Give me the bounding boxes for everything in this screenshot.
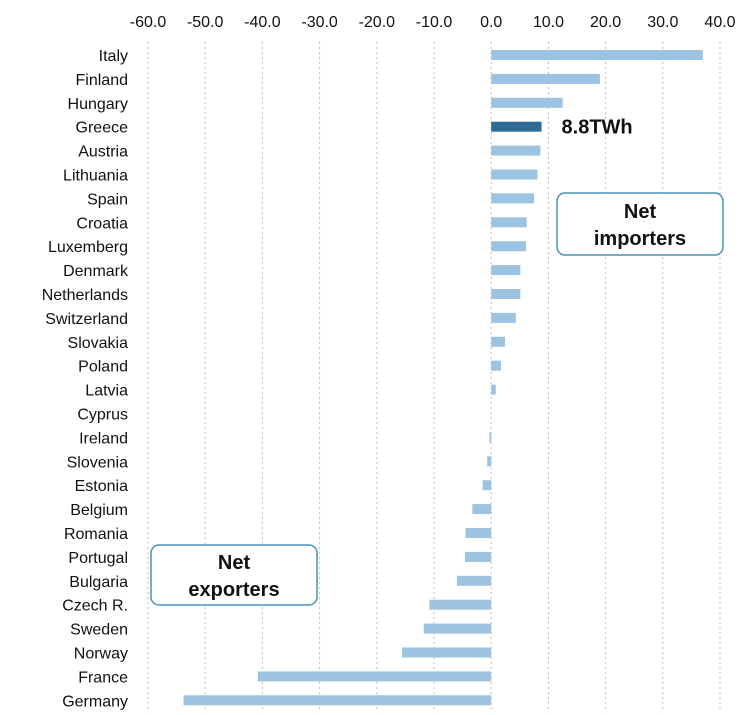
category-label: Poland	[78, 359, 128, 376]
greece-value-label: 8.8TWh	[562, 117, 633, 139]
bar-denmark	[491, 265, 521, 276]
category-label: Portugal	[68, 550, 128, 567]
category-label: Cyprus	[77, 407, 128, 424]
category-label: Bulgaria	[69, 574, 128, 591]
category-label: Belgium	[70, 502, 128, 519]
category-label: Denmark	[63, 263, 129, 280]
net-importers-line2: importers	[594, 228, 686, 250]
bar-ireland	[489, 432, 492, 443]
x-tick-label: -60.0	[130, 14, 167, 31]
category-labels: Italy Finland Hungary Greece Austria Lithuani…	[42, 48, 129, 710]
bar-luxemberg	[491, 241, 527, 252]
category-label: Slovakia	[68, 335, 129, 352]
category-label: Romania	[64, 526, 128, 543]
category-label: Latvia	[85, 383, 128, 400]
net-importers-box	[556, 192, 724, 256]
x-tick-label: 40.0	[704, 14, 735, 31]
bar-finland	[491, 73, 600, 84]
x-tick-label: -40.0	[244, 14, 281, 31]
bar-germany	[183, 695, 492, 706]
category-label: Czech R.	[62, 598, 128, 615]
category-label: Norway	[74, 646, 128, 663]
bar-belgium	[472, 504, 492, 515]
category-label: Lithuania	[63, 168, 128, 185]
category-label: Sweden	[70, 622, 128, 639]
bar-austria	[491, 145, 541, 156]
category-label: Austria	[78, 144, 128, 161]
bar-slovakia	[491, 336, 505, 347]
x-tick-label: 0.0	[480, 14, 502, 31]
category-label: Germany	[62, 693, 128, 710]
bar-netherlands	[491, 289, 521, 299]
category-label: Hungary	[68, 96, 128, 113]
x-tick-label: -30.0	[301, 14, 338, 31]
net-exporters-line1: Net	[218, 552, 251, 574]
net-exporters-callout: Net exporters	[150, 544, 318, 606]
category-label: Greece	[76, 120, 129, 137]
x-tick-label: -10.0	[416, 14, 453, 31]
category-label: Ireland	[79, 430, 128, 447]
bar-poland	[491, 360, 501, 371]
bars	[183, 50, 703, 706]
bar-lithuania	[491, 169, 538, 180]
category-label: Switzerland	[45, 311, 128, 328]
bar-sweden	[423, 623, 492, 634]
bar-slovenia	[487, 456, 492, 467]
category-label: Luxemberg	[48, 239, 128, 256]
category-label: Slovenia	[67, 454, 128, 471]
bar-portugal	[464, 551, 492, 562]
bar-italy	[491, 50, 703, 60]
bar-hungary	[491, 97, 563, 108]
net-exporters-line2: exporters	[188, 579, 279, 601]
category-label: Netherlands	[42, 287, 128, 304]
bar-romania	[465, 528, 492, 538]
category-label: Croatia	[76, 215, 128, 232]
x-tick-label: 30.0	[647, 14, 678, 31]
bar-switzerland	[491, 312, 516, 323]
x-tick-label: 10.0	[533, 14, 564, 31]
bar-bulgaria	[456, 575, 492, 586]
category-label: France	[78, 669, 128, 686]
x-tick-label: -20.0	[359, 14, 396, 31]
category-label: Estonia	[75, 478, 128, 495]
net-importers-callout: Net importers	[556, 192, 724, 256]
bar-norway	[401, 647, 492, 658]
x-tick-label: 20.0	[590, 14, 621, 31]
category-label: Spain	[87, 191, 128, 208]
bar-czech-r	[429, 599, 492, 610]
net-importers-line1: Net	[624, 201, 657, 223]
category-label: Italy	[99, 48, 128, 65]
net-exporters-box	[150, 544, 318, 606]
bar-latvia	[491, 384, 496, 395]
category-label: Finland	[76, 72, 128, 89]
x-axis-ticks: -60.0 -50.0 -40.0 -30.0 -20.0 -10.0 0.0 10.0 20.…	[130, 14, 736, 31]
bar-estonia	[482, 480, 492, 491]
bar-spain	[491, 193, 535, 204]
bar-greece	[491, 121, 542, 132]
bar-croatia	[491, 217, 527, 228]
gridlines	[147, 42, 721, 713]
bar-france	[257, 671, 492, 682]
x-tick-label: -50.0	[187, 14, 224, 31]
